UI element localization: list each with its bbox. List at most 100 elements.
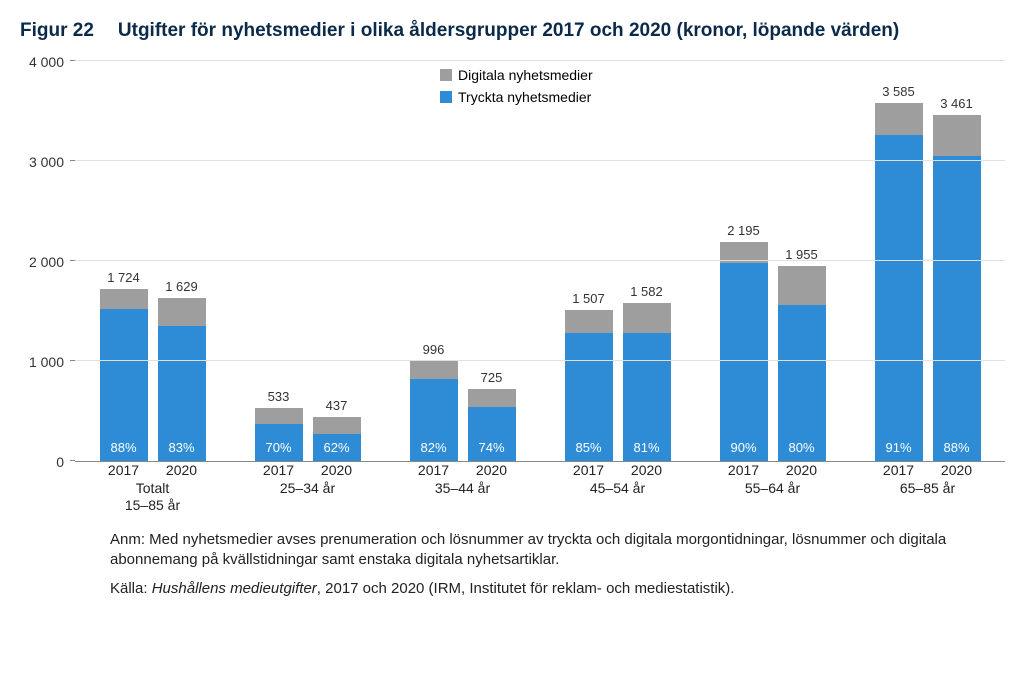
- x-group: 20172020 55–64 år: [695, 462, 850, 522]
- segment-pct-label: 85%: [565, 440, 613, 455]
- x-group: 2017202025–34 år: [230, 462, 385, 522]
- bar-total-label: 725: [468, 370, 516, 385]
- segment-print: 91%: [875, 135, 923, 461]
- y-tick-label: 1 000: [29, 354, 64, 370]
- x-category-label: 45–54 år: [540, 480, 695, 497]
- bar-stack: 82%: [410, 361, 458, 461]
- bar-groups: 1 724 88% 1 629 83% 533 70% 437 62% 996 82% 725 74%…: [75, 62, 1005, 461]
- x-years: 2017 2020: [75, 462, 230, 478]
- bar-stack: 62%: [313, 417, 361, 461]
- segment-pct-label: 82%: [410, 440, 458, 455]
- bar-stack: 85%: [565, 310, 613, 461]
- y-tick-mark: [70, 160, 75, 161]
- segment-print: 74%: [468, 407, 516, 461]
- segment-pct-label: 88%: [933, 440, 981, 455]
- segment-pct-label: 83%: [158, 440, 206, 455]
- source-italic: Hushållens medieutgifter: [152, 580, 317, 597]
- x-category-label: 55–64 år: [695, 480, 850, 497]
- segment-digital: [565, 310, 613, 333]
- bar: 437 62%: [313, 62, 361, 461]
- grid-line: [75, 160, 1005, 161]
- x-category-label: 65–85 år: [850, 480, 1005, 497]
- x-year-label: 2017: [100, 462, 148, 478]
- grid-line: [75, 260, 1005, 261]
- segment-print: 80%: [778, 305, 826, 461]
- figure-title: Figur 22 Utgifter för nyhetsmedier i oli…: [20, 20, 1012, 42]
- bar-stack: 81%: [623, 303, 671, 461]
- bar-group: 2 195 90% 1 95580%: [695, 62, 850, 461]
- bar-total-label: 996: [410, 342, 458, 357]
- figure-title-text: Utgifter för nyhetsmedier i olika ålders…: [118, 20, 899, 42]
- x-year-label: 2020: [158, 462, 206, 478]
- segment-digital: [255, 408, 303, 424]
- segment-digital: [313, 417, 361, 434]
- x-group: 2017 2020 Totalt15–85 år: [75, 462, 230, 522]
- bar-group: 533 70% 437 62%: [230, 62, 385, 461]
- segment-pct-label: 70%: [255, 440, 303, 455]
- segment-print: 82%: [410, 379, 458, 461]
- segment-pct-label: 88%: [100, 440, 148, 455]
- source-suffix: , 2017 och 2020 (IRM, Institutet för rek…: [317, 580, 735, 597]
- x-years: 20172020: [695, 462, 850, 478]
- bar-stack: 90%: [720, 242, 768, 461]
- segment-pct-label: 81%: [623, 440, 671, 455]
- bar-total-label: 533: [255, 389, 303, 404]
- bar-stack: 74%: [468, 389, 516, 461]
- bar: 1 724 88%: [100, 62, 148, 461]
- y-tick-mark: [70, 260, 75, 261]
- y-tick-mark: [70, 60, 75, 61]
- note-source: Källa: Hushållens medieutgifter, 2017 oc…: [110, 579, 990, 599]
- x-year-label: 2017: [255, 462, 303, 478]
- x-category-label: 35–44 år: [385, 480, 540, 497]
- y-tick-mark: [70, 360, 75, 361]
- bar-stack: 80%: [778, 266, 826, 461]
- note-anm: Anm: Med nyhetsmedier avses prenumeratio…: [110, 530, 990, 571]
- x-axis-labels: 20172020Totalt15–85 år2017202025–34 år20…: [75, 462, 1005, 522]
- segment-print: 81%: [623, 333, 671, 461]
- x-year-label: 2020: [933, 462, 981, 478]
- bar-total-label: 2 195: [720, 223, 768, 238]
- segment-digital: [158, 298, 206, 326]
- segment-digital: [100, 289, 148, 310]
- segment-pct-label: 62%: [313, 440, 361, 455]
- segment-pct-label: 90%: [720, 440, 768, 455]
- segment-print: 88%: [933, 156, 981, 461]
- segment-digital: [778, 266, 826, 305]
- bar: 725 74%: [468, 62, 516, 461]
- bar: 533 70%: [255, 62, 303, 461]
- bar-group: 1 724 88% 1 629 83%: [75, 62, 230, 461]
- bar-total-label: 3 461: [933, 96, 981, 111]
- x-years: 20172020: [850, 462, 1005, 478]
- x-category-label: Totalt15–85 år: [75, 480, 230, 514]
- bar-total-label: 3 585: [875, 84, 923, 99]
- segment-print: 85%: [565, 333, 613, 461]
- bar: 1 95580%: [778, 62, 826, 461]
- segment-digital: [623, 303, 671, 333]
- bar-total-label: 1 629: [158, 279, 206, 294]
- bar-stack: 88%: [100, 289, 148, 461]
- segment-print: 83%: [158, 326, 206, 461]
- x-year-label: 2017: [410, 462, 458, 478]
- y-tick-mark: [70, 460, 75, 461]
- bar-total-label: 437: [313, 398, 361, 413]
- bar-stack: 83%: [158, 298, 206, 461]
- x-year-label: 2020: [468, 462, 516, 478]
- bar-group: 1 50785%1 58281%: [540, 62, 695, 461]
- bar-group: 996 82% 725 74%: [385, 62, 540, 461]
- bar-stack: 88%: [933, 115, 981, 461]
- x-year-label: 2020: [778, 462, 826, 478]
- segment-pct-label: 74%: [468, 440, 516, 455]
- segment-pct-label: 91%: [875, 440, 923, 455]
- x-year-label: 2020: [313, 462, 361, 478]
- bar: 3 461 88%: [933, 62, 981, 461]
- x-years: 20172020: [540, 462, 695, 478]
- grid-line: [75, 60, 1005, 61]
- segment-digital: [875, 103, 923, 135]
- x-year-label: 2017: [565, 462, 613, 478]
- x-years: 2017 2020: [230, 462, 385, 478]
- bar: 3 585 91%: [875, 62, 923, 461]
- y-tick-label: 4 000: [29, 54, 64, 70]
- bar-total-label: 1 724: [100, 270, 148, 285]
- chart-notes: Anm: Med nyhetsmedier avses prenumeratio…: [110, 530, 990, 599]
- bar: 2 195 90%: [720, 62, 768, 461]
